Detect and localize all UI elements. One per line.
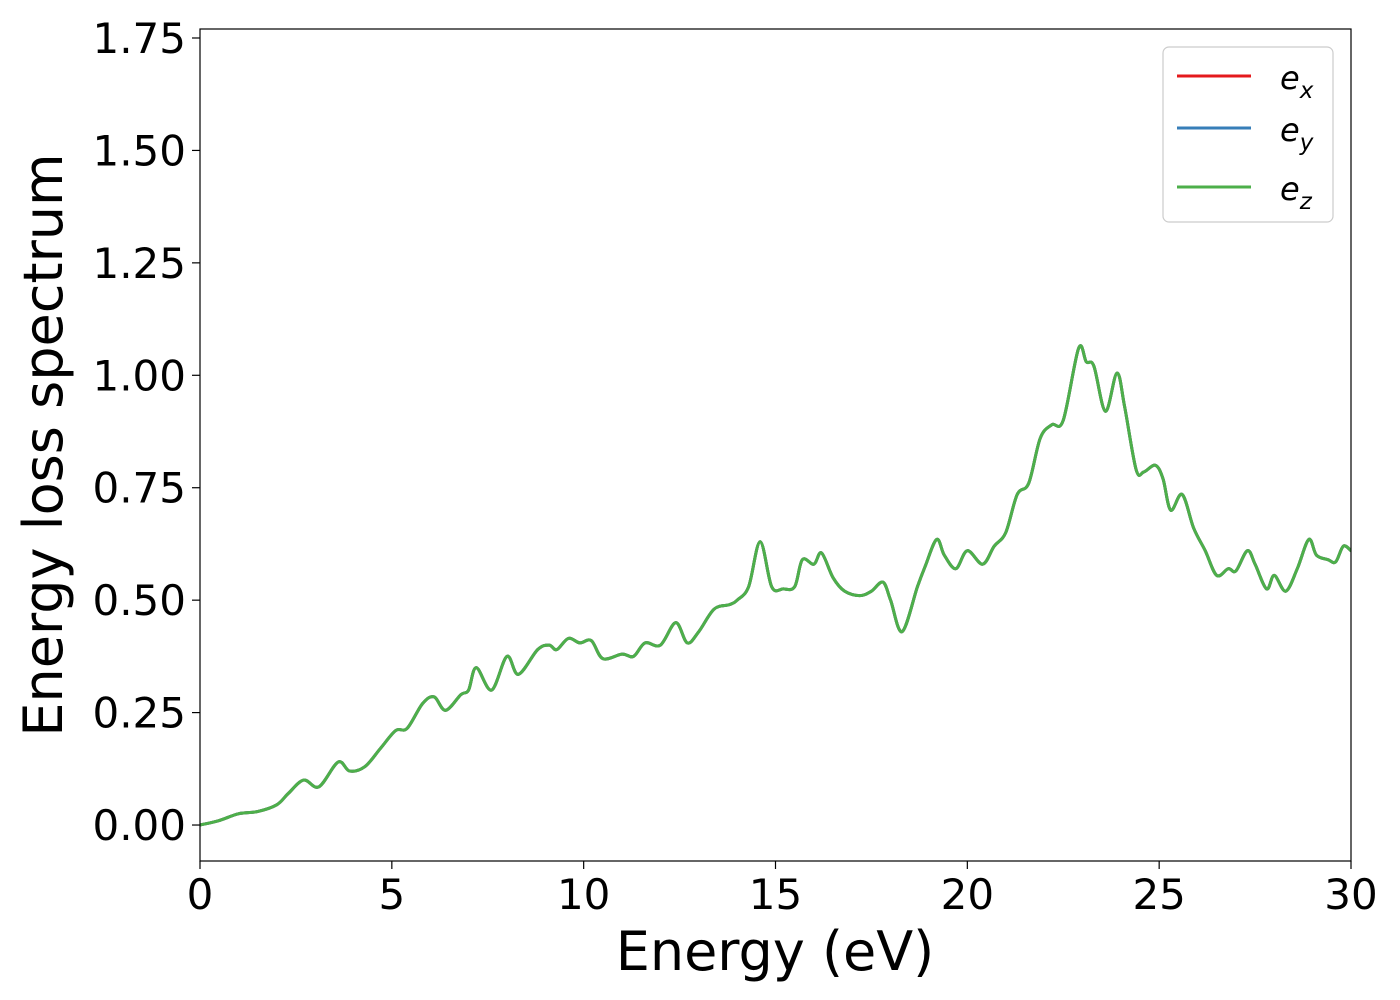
x-axis: 0 5 10 15 20 25 30 <box>187 861 1378 919</box>
x-tick-label: 5 <box>378 870 405 919</box>
y-axis-label: Energy loss spectrum <box>12 153 75 736</box>
series-line-e-z <box>200 344 1351 827</box>
legend-label-e-x: ex <box>1280 59 1314 104</box>
legend-label-e-y: ey <box>1280 111 1314 156</box>
y-tick-label: 0.50 <box>92 576 186 625</box>
y-tick-label: 1.25 <box>92 239 186 288</box>
legend-label-subscript: x <box>1299 78 1314 104</box>
x-axis-label: Energy (eV) <box>616 920 935 983</box>
x-tick-label: 30 <box>1324 870 1377 919</box>
legend-label-base: e <box>1280 170 1300 208</box>
x-tick-label: 25 <box>1132 870 1185 919</box>
y-axis: 0.00 0.25 0.50 0.75 1.00 1.25 1.50 1.75 <box>92 14 200 850</box>
legend-label-base: e <box>1280 111 1300 149</box>
y-tick-label: 1.00 <box>92 351 186 400</box>
y-tick-label: 1.50 <box>92 126 186 175</box>
y-tick-label: 0.25 <box>92 689 186 738</box>
y-tick-label: 0.75 <box>92 464 186 513</box>
legend-box <box>1162 46 1334 223</box>
x-tick-label: 0 <box>187 870 214 919</box>
legend-label-subscript: y <box>1299 130 1314 156</box>
x-tick-label: 15 <box>749 870 802 919</box>
y-tick-label: 0.00 <box>92 801 186 850</box>
legend-label-subscript: z <box>1299 189 1313 215</box>
legend-label-base: e <box>1280 59 1300 97</box>
series-layer <box>200 344 1351 827</box>
x-tick-label: 20 <box>941 870 994 919</box>
legend-label-e-z: ez <box>1280 170 1313 215</box>
y-tick-label: 1.75 <box>92 14 186 63</box>
x-tick-label: 10 <box>557 870 610 919</box>
